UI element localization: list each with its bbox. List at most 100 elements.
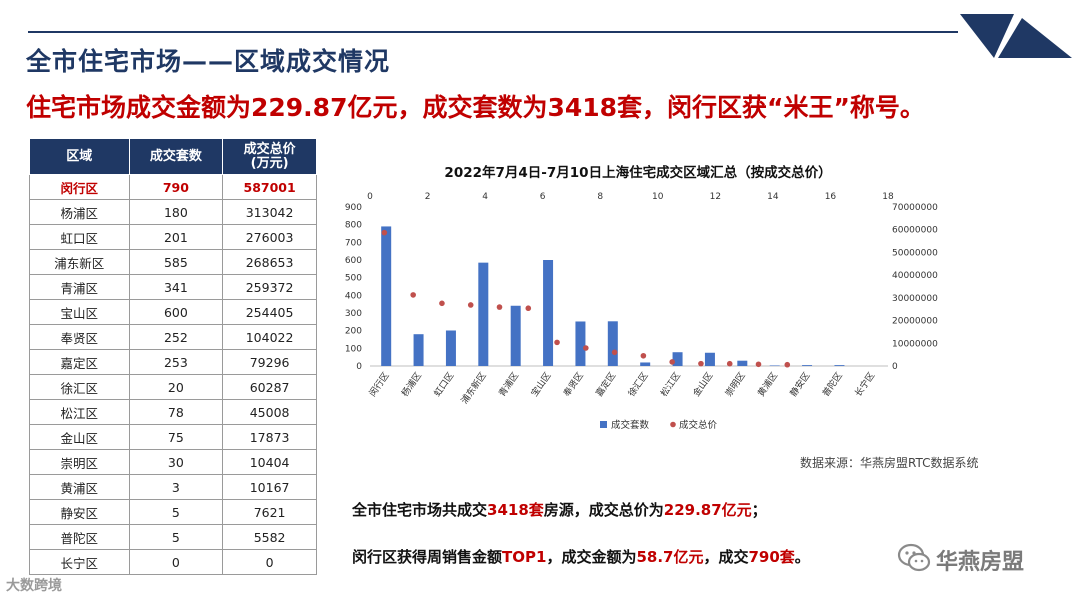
cell-units: 600 [128, 299, 224, 325]
bar-13 [769, 365, 780, 366]
bar-9 [640, 362, 651, 366]
left-axis-tick-label: 600 [345, 256, 362, 266]
summary1-text-a: 全市住宅市场共成交 [352, 501, 488, 519]
summary2-text-b: ，成交金额为 [546, 548, 637, 566]
scatter-point-12 [698, 360, 704, 367]
cell-total: 5582 [222, 524, 317, 550]
table-row: 奉贤区 252 104022 [29, 324, 317, 350]
right-axis-tick-label: 4000000000 [892, 271, 938, 281]
category-label: 青浦区 [496, 370, 521, 399]
cell-district: 杨浦区 [29, 199, 130, 225]
scatter-point-13 [726, 360, 733, 367]
top-axis-tick-label: 6 [540, 192, 546, 202]
table-row: 杨浦区 180 313042 [29, 199, 317, 225]
top-axis-tick-label: 18 [882, 192, 894, 202]
bar-11 [704, 352, 715, 366]
cell-district: 虹口区 [29, 224, 130, 250]
top-axis-tick-label: 8 [597, 192, 603, 202]
summary2-text-d: 。 [794, 548, 810, 566]
category-label: 杨浦区 [399, 370, 424, 399]
table-row: 静安区 5 7621 [29, 499, 317, 525]
cell-district: 奉贤区 [29, 324, 130, 350]
cell-units: 78 [128, 399, 224, 425]
left-axis-tick-label: 500 [345, 274, 362, 284]
cell-units: 252 [128, 324, 224, 350]
table-row: 徐汇区 20 60287 [29, 374, 317, 400]
cell-total: 104022 [222, 324, 317, 350]
legend-swatch-units [600, 421, 607, 428]
table-row: 虹口区 201 276003 [29, 224, 317, 250]
col-units-header: 成交套数 [128, 138, 224, 175]
cell-units: 30 [128, 449, 224, 475]
legend-label-total: 成交总价 [679, 419, 718, 431]
cell-district: 崇明区 [29, 449, 130, 475]
cell-total: 45008 [222, 399, 317, 425]
cell-units: 5 [128, 524, 224, 550]
table-row: 宝山区 600 254405 [29, 299, 317, 325]
cell-units: 341 [128, 274, 224, 300]
summary1-units: 3418套 [487, 501, 544, 519]
cell-district: 嘉定区 [29, 349, 130, 375]
cell-units: 201 [128, 224, 224, 250]
cell-total: 17873 [222, 424, 317, 450]
cell-district: 闵行区 [29, 174, 130, 200]
category-label: 徐汇区 [625, 370, 650, 399]
category-label: 嘉定区 [593, 370, 618, 399]
cell-district: 松江区 [29, 399, 130, 425]
district-chart: 2022年7月4日-7月10日上海住宅成交区域汇总（按成交总价） 0 2 4 6 8 10… [345, 164, 938, 431]
bar-10 [672, 352, 683, 366]
right-axis-tick-label: 1000000000 [892, 339, 938, 349]
bar-7 [575, 321, 586, 366]
summary2-amount: 58.7亿元 [636, 548, 704, 566]
cell-total: 60287 [222, 374, 317, 400]
table-row: 崇明区 30 10404 [29, 449, 317, 475]
bar-14 [802, 365, 813, 366]
cell-district: 浦东新区 [29, 249, 130, 275]
scatter-point-14 [755, 361, 762, 368]
cell-district: 金山区 [29, 424, 130, 450]
cell-district: 长宁区 [29, 549, 130, 575]
left-axis-tick-label: 0 [356, 362, 362, 372]
bar-1 [381, 226, 392, 366]
cell-total: 313042 [222, 199, 317, 225]
top-axis-tick-label: 2 [425, 192, 431, 202]
chart-title: 2022年7月4日-7月10日上海住宅成交区域汇总（按成交总价） [444, 164, 831, 181]
left-axis-tick-label: 100 [345, 344, 362, 354]
header-rule [28, 31, 958, 33]
left-axis-tick-label: 700 [345, 238, 362, 248]
col-total-header-line2: (万元) [250, 155, 289, 171]
top-axis-tick-label: 14 [767, 192, 779, 202]
top-axis-tick-label: 16 [825, 192, 837, 202]
summary1-text-b: 房源，成交总价为 [543, 501, 664, 519]
cell-total: 0 [222, 549, 317, 575]
table-row: 嘉定区 253 79296 [29, 349, 317, 375]
scatter-point-5 [496, 304, 503, 310]
left-axis-tick-label: 200 [345, 327, 362, 337]
watermark-secondary: 大数跨境 [6, 578, 62, 594]
left-axis-tick-label: 800 [345, 221, 362, 231]
watermark-brand: 华燕房盟 [936, 550, 1025, 575]
category-label: 浦东新区 [458, 370, 488, 406]
bar-2 [413, 334, 424, 366]
summary-line-2: 闵行区获得周销售金额TOP1，成交金额为58.7亿元，成交790套。 [352, 546, 810, 567]
bar-15 [834, 365, 845, 366]
wechat-logo-icon [897, 543, 931, 572]
bar-5 [510, 305, 521, 366]
cell-units: 20 [128, 374, 224, 400]
cell-units: 3 [128, 474, 224, 500]
right-axis-tick-label: 7000000000 [892, 203, 938, 213]
table-row: 金山区 75 17873 [29, 424, 317, 450]
cell-units: 790 [128, 174, 224, 200]
table-row: 普陀区 5 5582 [29, 524, 317, 550]
left-axis-tick-label: 400 [345, 291, 362, 301]
cell-units: 0 [128, 549, 224, 575]
category-label: 黄浦区 [755, 370, 780, 399]
cell-district: 普陀区 [29, 524, 130, 550]
district-table: 区域 成交套数 成交总价 (万元) 闵行区 790 587001 杨浦区 180 3130… [29, 138, 317, 575]
summary1-text-c: ； [751, 501, 767, 519]
right-axis-tick-label: 2000000000 [892, 317, 938, 327]
category-label: 崇明区 [723, 370, 748, 398]
scatter-point-1 [381, 229, 388, 236]
cell-total: 7621 [222, 499, 317, 525]
category-label: 闵行区 [366, 370, 391, 399]
